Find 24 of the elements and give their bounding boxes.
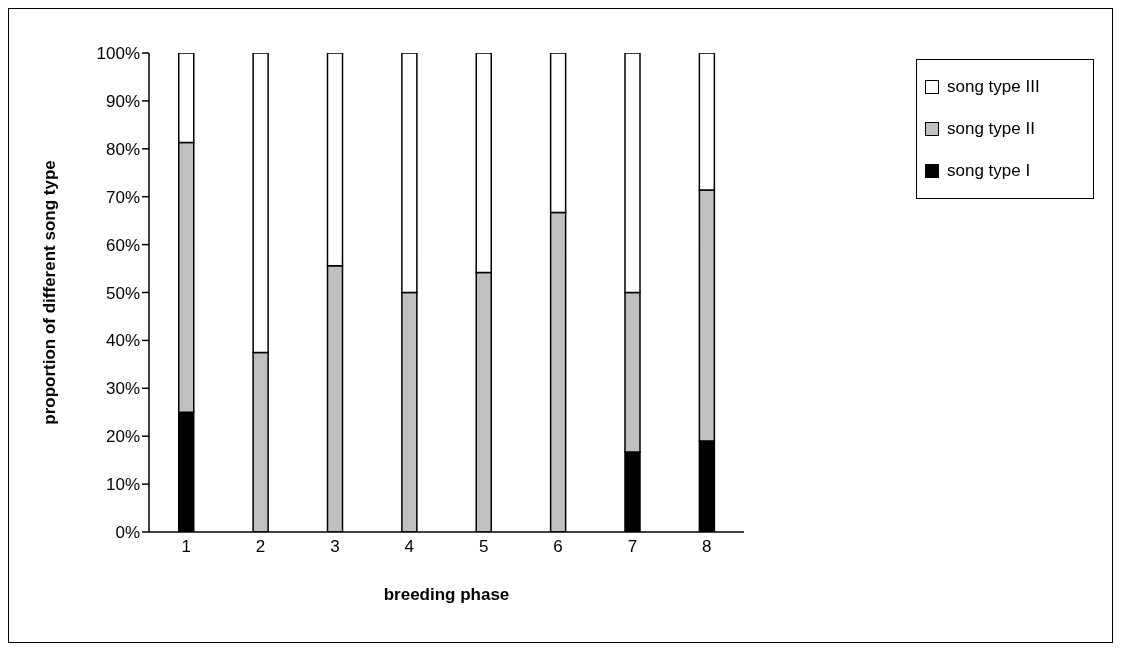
y-tick-label: 90% (105, 91, 140, 111)
legend-label: song type II (947, 119, 1035, 139)
x-tick-label: 5 (478, 537, 489, 557)
x-tick-label: 7 (627, 537, 638, 557)
x-tick-label: 8 (702, 537, 712, 557)
y-tick-label: 10% (105, 475, 140, 495)
y-tick-label: 60% (105, 235, 140, 255)
y-tick-label: 0% (115, 523, 140, 543)
legend-label: song type III (947, 77, 1040, 97)
y-tick-label: 20% (105, 427, 140, 447)
y-tick-label: 30% (105, 379, 140, 399)
legend-label: song type I (947, 161, 1031, 181)
x-tick-label: 1 (181, 537, 191, 557)
y-tick-label: 80% (105, 139, 140, 159)
x-tick-label: 3 (330, 537, 340, 557)
x-tick-label: 6 (553, 537, 563, 557)
x-tick-label: 2 (255, 537, 266, 557)
y-tick-label: 100% (96, 44, 140, 64)
y-tick-label: 40% (105, 331, 140, 351)
y-tick-label: 50% (105, 283, 140, 303)
y-tick-label: 70% (105, 187, 140, 207)
y-axis-title: proportion of different song type (40, 160, 60, 425)
x-axis-title: breeding phase (383, 585, 510, 604)
x-tick-label: 4 (404, 537, 415, 557)
